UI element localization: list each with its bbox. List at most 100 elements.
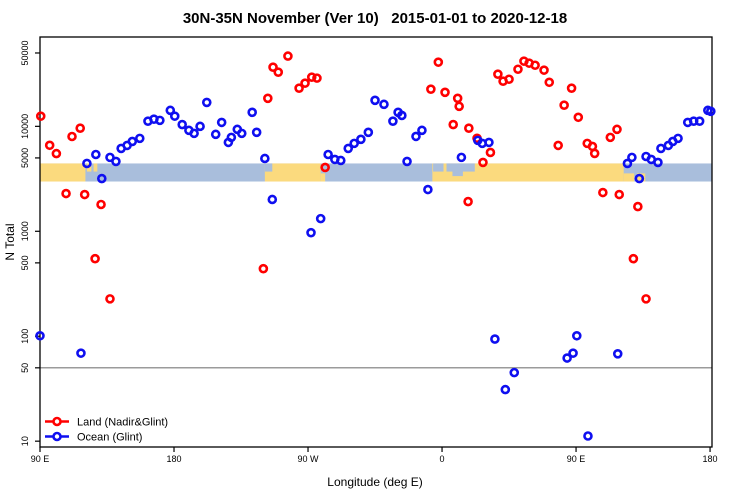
land-point — [35, 111, 46, 121]
land-point — [614, 189, 625, 200]
land-point — [573, 112, 584, 123]
ocean-point — [210, 129, 221, 140]
ocean-point — [509, 367, 520, 378]
land-point — [463, 196, 473, 207]
ocean-point — [388, 116, 398, 126]
ocean-point — [402, 156, 412, 167]
ocean-point — [251, 127, 262, 138]
ocean-point — [134, 133, 145, 144]
ocean-point — [195, 121, 205, 132]
land-point — [306, 72, 317, 82]
ocean-point — [247, 107, 257, 118]
y-tick-label: 50 — [20, 363, 30, 373]
ocean-point — [111, 156, 121, 167]
ocean-point — [343, 143, 354, 154]
ocean-point — [423, 184, 433, 195]
land-point — [448, 119, 459, 130]
legend-marker — [52, 416, 62, 427]
land-point — [96, 199, 106, 210]
ocean-point — [201, 97, 212, 108]
ocean-point — [456, 152, 467, 163]
y-tick-label: 100 — [20, 329, 30, 344]
land-point — [544, 77, 555, 88]
band-land-patch — [320, 173, 326, 182]
land-point — [598, 187, 608, 198]
ocean-point — [35, 330, 45, 341]
land-point — [559, 100, 569, 111]
ocean-point — [634, 173, 645, 184]
land-point — [485, 147, 496, 158]
land-point — [589, 148, 600, 159]
x-tick-label: 90 E — [567, 454, 586, 464]
ocean-point — [127, 136, 138, 147]
band-land-segment — [264, 163, 321, 182]
land-point — [566, 83, 577, 93]
ocean-point — [189, 128, 199, 139]
ocean-point — [706, 106, 716, 117]
x-tick-label: 180 — [703, 454, 718, 464]
land-point — [440, 87, 450, 98]
land-point — [263, 93, 273, 104]
land-point — [320, 162, 330, 173]
ocean-point — [356, 134, 366, 145]
land-point — [628, 253, 639, 264]
land-point — [539, 65, 549, 75]
band-land-segment — [432, 163, 624, 182]
ocean-point — [370, 95, 380, 106]
ocean-point — [500, 384, 511, 395]
ocean-point — [335, 155, 346, 166]
land-point — [273, 67, 284, 77]
y-tick-label: 50000 — [20, 40, 30, 65]
legend-entry-label: Land (Nadir&Glint) — [77, 417, 168, 429]
band-ocean-patch — [264, 163, 273, 172]
land-point — [513, 64, 523, 75]
land-point — [454, 101, 464, 112]
ocean-point — [82, 158, 92, 169]
ocean-point — [417, 125, 427, 136]
y-axis: 50000 10000 5000 1000 500 100 50 10 — [20, 40, 40, 446]
land-point — [553, 140, 563, 151]
land-point — [605, 132, 616, 143]
land-point — [426, 84, 436, 94]
band-ocean-patch — [452, 168, 463, 177]
land-point — [51, 148, 62, 159]
chart-title: 30N-35N November (Ver 10) 2015-01-01 to … — [182, 10, 568, 27]
x-axis: 90 E 180 90 W 0 90 E 180 — [31, 447, 718, 464]
land-point — [79, 189, 90, 200]
land-point — [258, 263, 269, 274]
ocean-point — [653, 157, 663, 168]
ocean-point — [169, 111, 180, 121]
x-tick-label: 90 E — [31, 454, 50, 464]
legend: Land (Nadir&Glint) Ocean (Glint) — [45, 417, 168, 444]
land-point — [452, 93, 463, 104]
land-point — [464, 123, 474, 133]
x-tick-label: 90 W — [298, 454, 320, 464]
ocean-point — [177, 119, 188, 130]
ocean-point — [236, 128, 247, 139]
band-land-patch — [623, 173, 635, 182]
band-land-patch — [93, 163, 98, 172]
band-land-segment — [40, 163, 86, 182]
land-point — [268, 62, 278, 73]
ocean-point — [315, 213, 326, 224]
land-point — [530, 60, 540, 71]
x-tick-label: 180 — [166, 454, 181, 464]
land-point — [105, 294, 115, 304]
ocean-point — [379, 99, 389, 110]
ocean-point — [323, 149, 333, 160]
legend-entry-label: Ocean (Glint) — [77, 432, 142, 444]
land-point — [61, 188, 71, 199]
land-point — [75, 123, 86, 133]
ocean-point — [583, 431, 593, 441]
ocean-point — [155, 115, 165, 126]
ocean-point — [306, 227, 316, 238]
y-tick-label: 5000 — [20, 148, 30, 168]
ocean-point — [656, 143, 666, 154]
ocean-point — [568, 348, 578, 358]
ocean-point — [363, 127, 374, 138]
land-point — [283, 51, 293, 61]
ocean-point — [397, 110, 407, 121]
x-tick-label: 0 — [440, 454, 445, 464]
plot-border — [39, 36, 713, 448]
